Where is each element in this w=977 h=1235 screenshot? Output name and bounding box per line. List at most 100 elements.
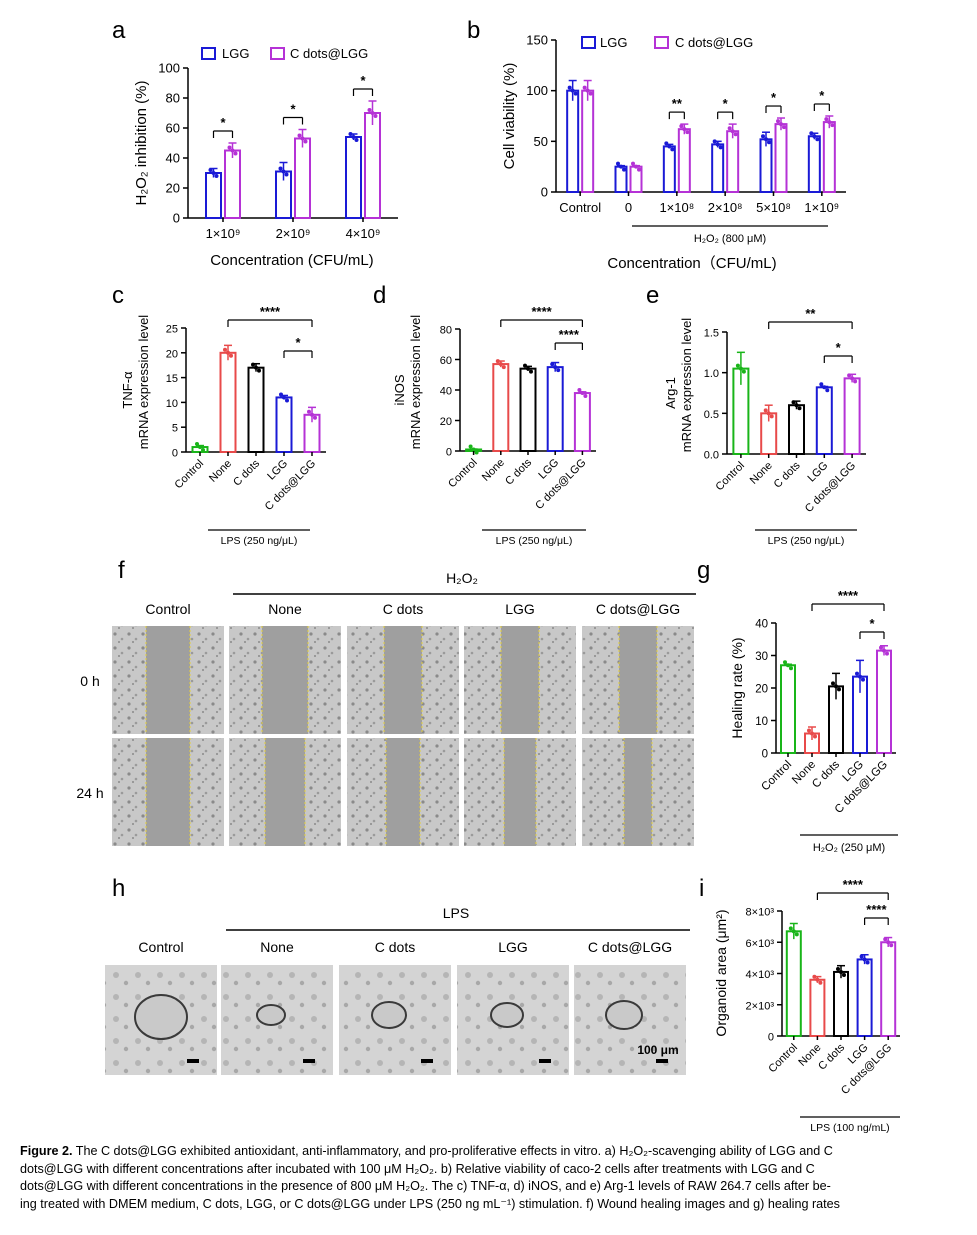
x-tick-label-e: None xyxy=(748,460,775,487)
data-point-c xyxy=(201,448,205,453)
data-point-b xyxy=(573,91,578,96)
significance-b-2-label: * xyxy=(771,90,777,105)
data-point-b xyxy=(585,88,590,93)
wound-gap-1-2 xyxy=(386,738,420,846)
bar-i-2-0 xyxy=(833,970,849,1037)
wound-gap-1-1 xyxy=(265,738,305,846)
data-point-b xyxy=(824,117,829,122)
data-point-g xyxy=(885,651,889,656)
bar-a-0-1 xyxy=(224,149,241,219)
y-tick-label-i: 8×10³ xyxy=(746,907,775,919)
bar-b-4-1 xyxy=(774,123,788,193)
y-tick-label-d: 60 xyxy=(440,355,452,367)
panel-label-c: c xyxy=(112,282,124,309)
data-point-b xyxy=(588,91,593,96)
significance-i-1-label: **** xyxy=(866,902,887,917)
treatment-label-h: LPS xyxy=(443,905,469,921)
data-point-b xyxy=(827,120,832,125)
panel-label-b: b xyxy=(467,17,480,44)
data-point-g xyxy=(813,734,817,739)
x-tick-label-a: 4×10⁹ xyxy=(346,226,381,241)
data-point-i xyxy=(818,980,823,985)
panel-label-g: g xyxy=(697,557,710,584)
bar-d-3-0 xyxy=(546,366,564,452)
data-point-i xyxy=(815,977,820,982)
row-label-f-1: 24 h xyxy=(76,785,103,801)
data-point-b xyxy=(812,134,817,139)
data-point-d xyxy=(523,363,527,368)
wound-gap-0-2 xyxy=(384,626,422,734)
data-point-b xyxy=(830,123,835,128)
bar-b-2-0 xyxy=(662,145,676,193)
x-tick-label-e: C dots xyxy=(772,459,803,490)
column-label-h-3: LGG xyxy=(498,939,528,955)
x-tick-label-b: 5×10⁸ xyxy=(756,200,791,215)
data-point-a xyxy=(208,168,213,172)
significance-i-0-label: **** xyxy=(843,877,864,892)
column-label-h-1: None xyxy=(260,939,294,955)
data-point-d xyxy=(529,369,533,374)
data-point-a xyxy=(354,138,359,142)
data-point-d xyxy=(553,365,558,370)
bar-i-0-0 xyxy=(785,930,802,1037)
wound-gap-0-0 xyxy=(146,626,190,734)
caption-label: Figure 2. xyxy=(20,1144,73,1158)
scale-bar-label: 100 μm xyxy=(637,1043,678,1057)
row-label-f-0: 0 h xyxy=(80,673,99,689)
data-point-i xyxy=(889,943,894,948)
x-tick-label-c: None xyxy=(207,458,234,485)
x-tick-label-a: 2×10⁹ xyxy=(276,226,311,241)
organoid-2 xyxy=(371,1001,407,1029)
data-point-a xyxy=(297,133,302,138)
panel-label-f: f xyxy=(118,557,125,584)
data-point-e xyxy=(763,408,768,413)
data-point-g xyxy=(810,731,814,736)
y-tick-label-d: 80 xyxy=(440,325,452,337)
data-point-d xyxy=(556,368,561,373)
data-point-d xyxy=(526,366,530,371)
data-point-b xyxy=(634,164,638,169)
x-tick-label-e: Control xyxy=(713,460,747,494)
column-label-f-2: C dots xyxy=(383,601,423,617)
y-tick-label-c: 0 xyxy=(172,448,178,460)
data-point-b xyxy=(622,167,626,172)
data-point-b xyxy=(582,85,587,90)
data-point-e xyxy=(735,363,740,368)
data-point-i xyxy=(788,926,793,931)
significance-a-0-label: * xyxy=(220,115,226,130)
data-point-g xyxy=(807,728,811,733)
y-tick-label-d: 40 xyxy=(440,386,452,398)
x-tick-label-c: C dots@LGG xyxy=(263,458,318,513)
x-tick-label-e: LGG xyxy=(806,460,831,485)
x-tick-label-d: Control xyxy=(446,457,480,491)
data-point-b xyxy=(712,139,717,144)
bar-g-4-0 xyxy=(876,649,892,754)
data-point-e xyxy=(794,403,799,408)
bar-e-3-0 xyxy=(815,386,833,456)
organoid-0 xyxy=(134,994,188,1040)
data-point-i xyxy=(886,940,891,945)
y-axis-label-d: mRNA expression level xyxy=(408,315,423,449)
organoid-1 xyxy=(256,1004,286,1026)
legend-label-cdots-lgg-b: C dots@LGG xyxy=(675,35,753,50)
group-label-g: H₂O₂ (250 μM) xyxy=(813,842,885,854)
y-axis-label-e: mRNA expression level xyxy=(679,318,694,452)
data-point-e xyxy=(738,366,743,371)
y-tick-label-c: 20 xyxy=(166,348,178,360)
data-point-g xyxy=(855,671,859,676)
caption-line-1: The C dots@LGG exhibited antioxidant, an… xyxy=(75,1144,833,1158)
data-point-g xyxy=(831,681,835,686)
data-point-e xyxy=(822,385,827,390)
data-point-b xyxy=(637,167,641,172)
legend-swatch-lgg-b xyxy=(581,36,596,49)
data-point-d xyxy=(474,450,479,455)
data-point-d xyxy=(577,388,582,393)
x-tick-label-c: C dots xyxy=(231,457,262,488)
data-point-a xyxy=(351,135,356,139)
data-point-e xyxy=(819,382,824,387)
scale-bar-1 xyxy=(303,1059,315,1063)
data-point-d xyxy=(495,359,500,364)
data-point-b xyxy=(730,129,735,134)
data-point-b xyxy=(776,119,780,124)
data-point-g xyxy=(861,677,865,682)
